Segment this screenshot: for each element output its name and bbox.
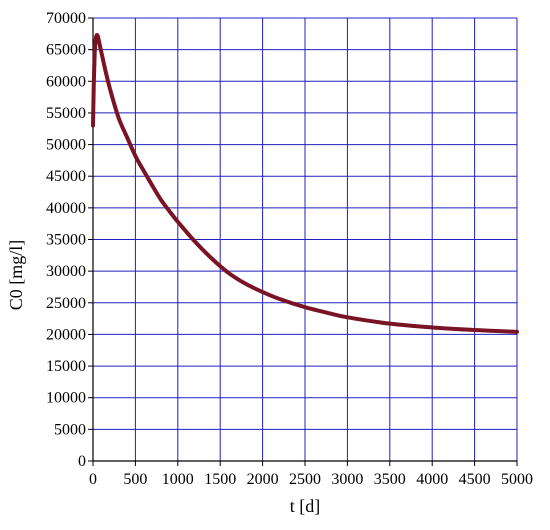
x-tick-label: 0 bbox=[89, 471, 97, 488]
y-tick-label: 15000 bbox=[46, 358, 86, 375]
x-tick-label: 1000 bbox=[162, 471, 194, 488]
axes bbox=[88, 17, 518, 466]
x-tick-label: 3500 bbox=[374, 471, 406, 488]
y-tick-label: 5000 bbox=[54, 421, 86, 438]
x-tick-label: 500 bbox=[123, 471, 147, 488]
y-tick-label: 10000 bbox=[46, 390, 86, 407]
y-tick-label: 55000 bbox=[46, 105, 86, 122]
x-tick-label: 5000 bbox=[501, 471, 533, 488]
x-tick-label: 4500 bbox=[459, 471, 491, 488]
y-tick-label: 45000 bbox=[46, 168, 86, 185]
y-tick-label: 25000 bbox=[46, 295, 86, 312]
y-tick-label: 50000 bbox=[46, 137, 86, 154]
y-tick-label: 20000 bbox=[46, 326, 86, 343]
x-tick-label: 4000 bbox=[416, 471, 448, 488]
y-axis-label: C0 [mg/l] bbox=[6, 240, 26, 311]
y-tick-label: 60000 bbox=[46, 73, 86, 90]
x-tick-label: 2000 bbox=[247, 471, 279, 488]
y-tick-label: 70000 bbox=[46, 10, 86, 27]
tick-labels: 0 500 1000 1500 2000 2500 3000 3500 4000 4500 5000… bbox=[46, 10, 533, 488]
grid bbox=[92, 17, 518, 462]
y-tick-label: 65000 bbox=[46, 42, 86, 59]
y-tick-label: 0 bbox=[78, 453, 86, 470]
y-tick-label: 30000 bbox=[46, 263, 86, 280]
x-tick-label: 1500 bbox=[204, 471, 236, 488]
x-tick-label: 3000 bbox=[331, 471, 363, 488]
x-tick-label: 2500 bbox=[289, 471, 321, 488]
x-axis-label: t [d] bbox=[290, 496, 321, 516]
series-layer bbox=[91, 32, 519, 334]
y-tick-label: 40000 bbox=[46, 200, 86, 217]
y-tick-label: 35000 bbox=[46, 232, 86, 249]
series-line-0 bbox=[91, 32, 519, 334]
